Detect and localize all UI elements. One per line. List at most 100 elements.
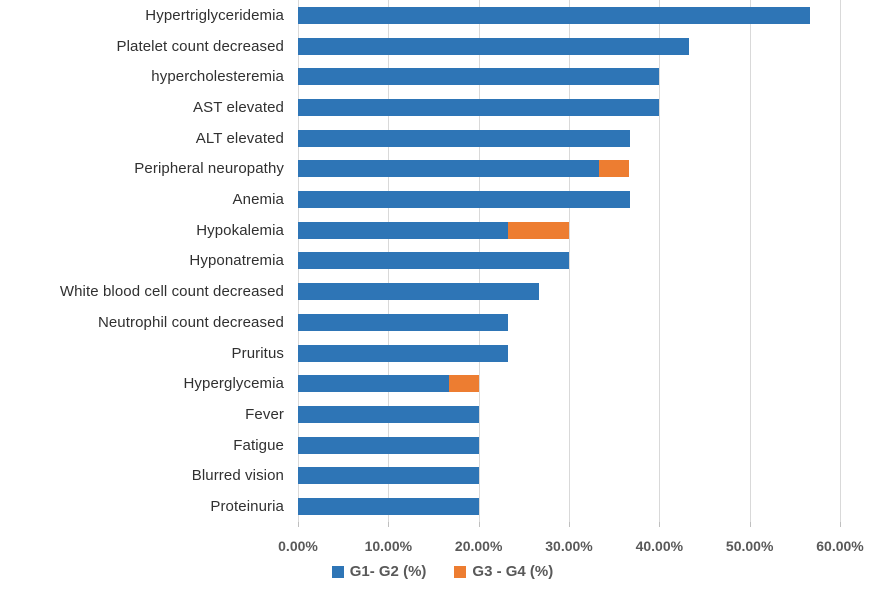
legend-label-g3-g4: G3 - G4 (%) (472, 563, 554, 580)
bar-stack (298, 6, 840, 24)
category-label: Hypokalemia (196, 221, 284, 239)
legend-item-g1-g2: G1- G2 (%) (331, 563, 427, 580)
bar-segment-g1-g2 (298, 252, 569, 270)
bar-row: Hyperglycemia (0, 368, 840, 399)
bar-row: AST elevated (0, 92, 840, 123)
bar-track (298, 61, 840, 92)
bar-stack (298, 191, 840, 209)
gridline (840, 0, 841, 522)
bar-track (298, 399, 840, 430)
bar-stack (298, 37, 840, 55)
gridline (659, 0, 661, 522)
bar-segment-g1-g2 (298, 313, 509, 331)
category-label: White blood cell count decreased (59, 283, 284, 301)
category-label: Fever (245, 405, 284, 423)
axis-tick-mark (388, 522, 390, 527)
axis-tick-mark (659, 522, 661, 527)
category-label: Hyponatremia (189, 252, 284, 270)
axis-tick-mark (840, 522, 841, 527)
category-label: Fatigue (233, 436, 284, 454)
bar-row: White blood cell count decreased (0, 276, 840, 307)
bar-stack (298, 313, 840, 331)
bar-row: Hypokalemia (0, 215, 840, 246)
category-label: Proteinuria (210, 498, 284, 516)
bar-segment-g3-g4 (508, 221, 569, 239)
bar-segment-g3-g4 (598, 160, 629, 178)
axis-tick-mark (569, 522, 570, 527)
category-label: Pruritus (231, 344, 284, 362)
bar-segment-g1-g2 (298, 68, 660, 86)
bar-stack (298, 160, 840, 178)
category-label: Platelet count decreased (116, 37, 284, 55)
x-axis-labels: 0.00% 10.00% 20.00% 30.00% 40.00% 50.00% 60.00… (278, 538, 864, 558)
bar-row: Peripheral neuropathy (0, 154, 840, 185)
bar-segment-g1-g2 (298, 6, 811, 24)
x-axis-tick-label: 10.00% (364, 538, 413, 554)
bar-row: ALT elevated (0, 123, 840, 154)
category-label: Anemia (232, 191, 284, 209)
legend-item-g3-g4: G3 - G4 (%) (454, 563, 553, 580)
bar-segment-g1-g2 (298, 436, 479, 454)
bar-track (298, 276, 840, 307)
bar-row: Proteinuria (0, 491, 840, 522)
x-axis-tick-label: 0.00% (278, 538, 318, 554)
axis-tick-mark (749, 522, 751, 527)
bar-track (298, 491, 840, 522)
category-label: hypercholesteremia (151, 68, 284, 86)
bar-stack (298, 98, 840, 116)
bar-stack (298, 375, 840, 393)
legend-label-g1-g2: G1- G2 (%) (349, 563, 427, 580)
bar-stack (298, 405, 840, 423)
category-label: Neutrophil count decreased (97, 313, 284, 331)
category-label: Hypertriglyceridemia (145, 6, 284, 24)
bar-stack (298, 436, 840, 454)
legend: G1- G2 (%) G3 - G4 (%) (0, 563, 885, 580)
axis-tick-mark (478, 522, 480, 527)
bar-stack (298, 68, 840, 86)
gridline (749, 0, 751, 522)
bar-track (298, 154, 840, 185)
bar-track (298, 338, 840, 369)
category-label: Hyperglycemia (183, 375, 284, 393)
bar-row: Hypertriglyceridemia (0, 0, 840, 31)
bar-segment-g1-g2 (298, 129, 630, 147)
bar-stack (298, 498, 840, 516)
category-label: Peripheral neuropathy (134, 160, 284, 178)
bar-stack (298, 344, 840, 362)
bar-segment-g3-g4 (448, 375, 479, 393)
x-axis-tick-label: 30.00% (545, 538, 593, 554)
bar-rows: Hypertriglyceridemia Platelet count decre… (0, 0, 840, 522)
bar-track (298, 215, 840, 246)
x-axis-tick-label: 60.00% (816, 538, 864, 554)
bar-segment-g1-g2 (298, 405, 479, 423)
category-label: AST elevated (193, 98, 284, 116)
bar-row: Hyponatremia (0, 246, 840, 277)
bar-stack (298, 221, 840, 239)
bar-row: hypercholesteremia (0, 61, 840, 92)
bar-segment-g1-g2 (298, 191, 630, 209)
legend-swatch-g3-g4-icon (454, 565, 467, 578)
legend-swatch-g1-g2-icon (331, 565, 344, 578)
bar-track (298, 123, 840, 154)
bar-row: Fatigue (0, 430, 840, 461)
bar-stack (298, 252, 840, 270)
bar-track (298, 430, 840, 461)
bar-segment-g1-g2 (298, 221, 509, 239)
x-axis-tick-label: 50.00% (725, 538, 774, 554)
bar-track (298, 31, 840, 62)
bar-row: Fever (0, 399, 840, 430)
bar-row: Blurred vision (0, 461, 840, 492)
bar-track (298, 307, 840, 338)
bar-segment-g1-g2 (298, 344, 509, 362)
x-axis-tick-marks (298, 522, 841, 528)
bar-segment-g1-g2 (298, 498, 479, 516)
bar-track (298, 246, 840, 277)
bar-stack (298, 283, 840, 301)
bar-segment-g1-g2 (298, 283, 540, 301)
bar-segment-g1-g2 (298, 37, 690, 55)
bar-segment-g1-g2 (298, 375, 449, 393)
bar-row: Platelet count decreased (0, 31, 840, 62)
category-label: ALT elevated (195, 129, 284, 147)
bar-track (298, 461, 840, 492)
